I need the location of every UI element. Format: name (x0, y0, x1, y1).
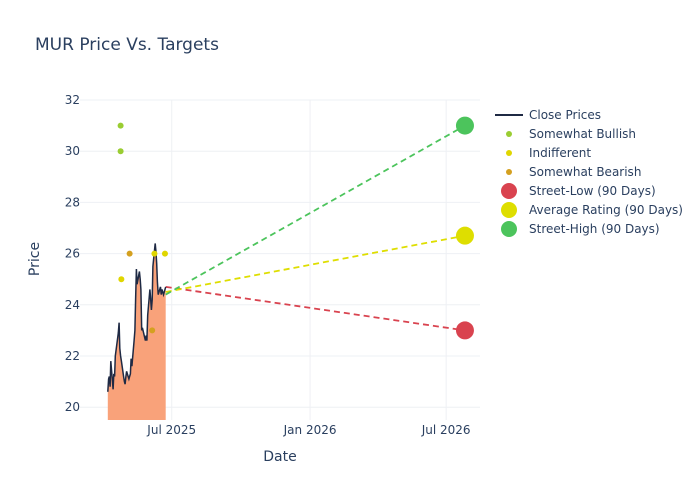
legend-marker-swatch (501, 183, 517, 199)
legend-label: Close Prices (529, 108, 601, 122)
legend-label: Average Rating (90 Days) (529, 203, 683, 217)
rating-dot (117, 148, 124, 155)
y-axis-ticks: 20 22 24 26 28 30 32 (65, 93, 80, 414)
x-tick-label: Jul 2025 (146, 423, 196, 437)
target-markers (455, 116, 474, 340)
rating-dot (161, 250, 168, 257)
legend-marker-swatch (506, 131, 512, 137)
target-lines (165, 124, 466, 332)
close-price-line-group (107, 243, 167, 392)
y-tick-label: 26 (65, 247, 80, 261)
target-marker (455, 321, 474, 340)
y-tick-label: 20 (65, 400, 80, 414)
close-price-line (107, 243, 167, 392)
legend-label: Street-High (90 Days) (529, 222, 660, 236)
target-dashed-line (165, 124, 466, 296)
rating-dot (149, 327, 156, 334)
x-tick-label: Jan 2026 (283, 423, 337, 437)
x-axis-title: Date (263, 449, 296, 465)
target-dashed-line (165, 285, 466, 332)
close-price-area (107, 243, 166, 420)
y-tick-label: 22 (65, 349, 80, 363)
y-axis-title: Price (27, 242, 43, 276)
target-marker (455, 226, 474, 245)
y-tick-label: 24 (65, 298, 80, 312)
chart-title: MUR Price Vs. Targets (35, 35, 219, 55)
legend-marker-swatch (506, 169, 512, 175)
legend-label: Street-Low (90 Days) (529, 184, 656, 198)
rating-dot (126, 250, 133, 257)
legend-marker-swatch (506, 150, 512, 156)
y-tick-label: 32 (65, 93, 80, 107)
legend-marker-swatch (501, 221, 517, 237)
legend-label: Somewhat Bearish (529, 165, 641, 179)
target-dashed-line (165, 234, 466, 293)
legend: Close Prices Somewhat Bullish Indifferent S… (495, 108, 683, 237)
rating-dot (117, 122, 124, 129)
rating-dot (151, 250, 158, 257)
close-price-fill (107, 243, 166, 420)
rating-markers (117, 122, 168, 334)
legend-label: Indifferent (529, 146, 591, 160)
rating-dot (118, 276, 125, 283)
legend-label: Somewhat Bullish (529, 127, 636, 141)
x-tick-label: Jul 2026 (421, 423, 471, 437)
target-marker (455, 116, 474, 135)
y-tick-label: 28 (65, 195, 80, 209)
legend-marker-swatch (501, 202, 517, 218)
x-axis-ticks: Jul 2025 Jan 2026 Jul 2026 (146, 423, 470, 437)
y-tick-label: 30 (65, 144, 80, 158)
